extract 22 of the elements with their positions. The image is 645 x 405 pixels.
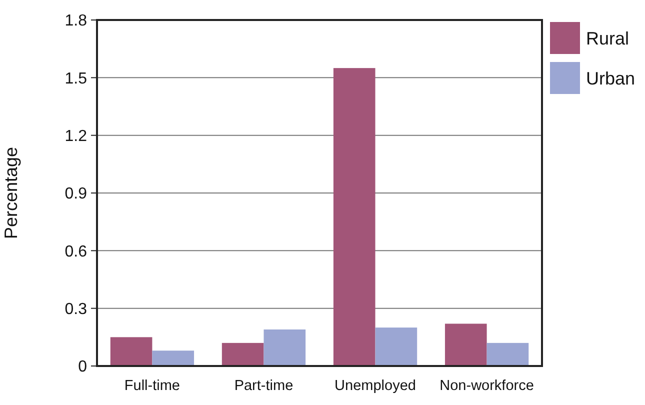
- y-tick-label: 1.8: [64, 12, 88, 30]
- y-tick-label: 0.3: [64, 300, 88, 318]
- bar: [110, 337, 152, 366]
- bar: [486, 342, 529, 366]
- bar: [375, 328, 418, 366]
- bar: [222, 342, 264, 366]
- y-tick-label: 0.6: [64, 243, 88, 260]
- legend-label: Rural: [586, 28, 630, 48]
- y-tick-label: 1.5: [64, 70, 88, 88]
- bar: [264, 329, 306, 366]
- x-tick-label: Full-time: [124, 378, 180, 394]
- legend-label: Urban: [586, 68, 636, 88]
- x-tick-label: Non-workforce: [440, 378, 534, 394]
- y-tick-label: 0.9: [64, 186, 88, 203]
- x-tick-label: Unemployed: [334, 378, 416, 394]
- bar: [444, 324, 487, 366]
- x-tick-label: Part-time: [234, 378, 294, 394]
- bar: [152, 350, 194, 366]
- bar: [333, 68, 376, 366]
- y-tick-label: 1.2: [64, 128, 88, 145]
- y-axis-title: Percentage: [1, 146, 21, 240]
- y-tick-label: 0: [78, 358, 88, 376]
